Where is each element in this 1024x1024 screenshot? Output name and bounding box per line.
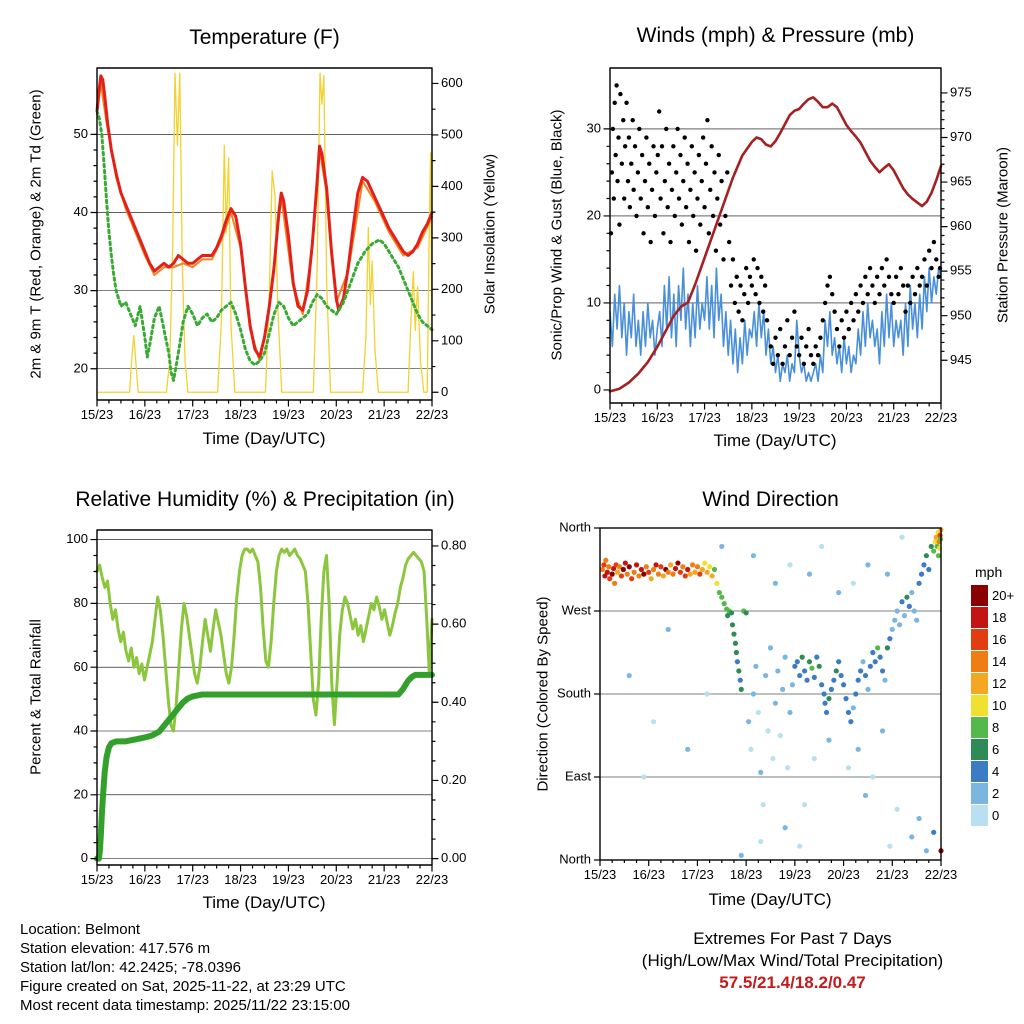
- extremes-heading: Extremes For Past 7 Days: [693, 929, 892, 948]
- temperature-xlabel: Time (Day/UTC): [202, 429, 326, 448]
- legend-label: 0: [992, 807, 1000, 823]
- humidity-xlabel: Time (Day/UTC): [202, 893, 326, 912]
- winddir-ylabel-left: Direction (Colored By Speed): [534, 596, 552, 792]
- extremes-subheading: (High/Low/Max Wind/Total Precipitation): [641, 951, 944, 970]
- legend-swatch-icon: [971, 782, 988, 804]
- legend-label: 14: [992, 653, 1007, 669]
- legend-swatch-icon: [971, 738, 988, 760]
- wind-speed-legend-entries: 20+ 18 16 14 12 10 8 6 4 2 0: [971, 584, 1014, 826]
- legend-swatch-icon: [971, 628, 988, 650]
- winds-pressure-chart-canvas: [512, 0, 1024, 470]
- legend-label: 8: [992, 719, 1000, 735]
- legend-swatch-icon: [971, 606, 988, 628]
- legend-label: 6: [992, 741, 1000, 757]
- legend-entry: 14: [971, 650, 1014, 672]
- humidity-ylabel-left: Percent & Total Rainfall: [27, 619, 45, 775]
- winds-xlabel: Time (Day/UTC): [713, 431, 837, 450]
- solar-ylabel-right: Solar Insolation (Yellow): [481, 153, 499, 315]
- temperature-chart-canvas: [0, 0, 512, 470]
- legend-label: 12: [992, 675, 1007, 691]
- winds-pressure-title: Winds (mph) & Pressure (mb): [636, 24, 915, 47]
- legend-entry: 16: [971, 628, 1014, 650]
- legend-entry: 20+: [971, 584, 1014, 606]
- legend-entry: 8: [971, 716, 1014, 738]
- legend-swatch-icon: [971, 584, 988, 606]
- legend-entry: 6: [971, 738, 1014, 760]
- legend-entry: 12: [971, 672, 1014, 694]
- extremes-block: Extremes For Past 7 Days (High/Low/Max W…: [620, 928, 965, 994]
- legend-entry: 10: [971, 694, 1014, 716]
- figure-created: Figure created on Sat, 2025-11-22, at 23…: [20, 978, 346, 995]
- legend-swatch-icon: [971, 672, 988, 694]
- temperature-ylabel-left: 2m & 9m T (Red, Orange) & 2m Td (Green): [27, 89, 45, 379]
- legend-label: 16: [992, 631, 1007, 647]
- legend-label: 18: [992, 609, 1007, 625]
- legend-swatch-icon: [971, 804, 988, 826]
- legend-label: 10: [992, 697, 1007, 713]
- wind-direction-title: Wind Direction: [702, 488, 839, 511]
- wind-speed-legend: mph 20+ 18 16 14 12 10 8 6 4 2 0: [971, 564, 1014, 826]
- station-elevation: Station elevation: 417.576 m: [20, 940, 211, 957]
- legend-entry: 0: [971, 804, 1014, 826]
- station-location: Location: Belmont: [20, 921, 141, 938]
- humidity-precip-chart-canvas: [0, 470, 512, 950]
- wind-direction-chart-canvas: [512, 470, 1024, 950]
- recent-timestamp: Most recent data timestamp: 2025/11/22 2…: [20, 997, 350, 1014]
- station-info: Location: Belmont Station elevation: 417…: [20, 920, 350, 1015]
- legend-label: 2: [992, 785, 1000, 801]
- legend-entry: 18: [971, 606, 1014, 628]
- legend-entry: 4: [971, 760, 1014, 782]
- temperature-title: Temperature (F): [189, 26, 340, 49]
- extremes-values: 57.5/21.4/18.2/0.47: [719, 973, 866, 992]
- legend-label: 20+: [992, 587, 1015, 603]
- pressure-ylabel-right: Station Pressure (Maroon): [994, 147, 1012, 323]
- legend-swatch-icon: [971, 694, 988, 716]
- winddir-xlabel: Time (Day/UTC): [708, 890, 832, 909]
- legend-title: mph: [975, 564, 1003, 580]
- legend-swatch-icon: [971, 716, 988, 738]
- station-latlon: Station lat/lon: 42.2425; -78.0396: [20, 959, 242, 976]
- legend-swatch-icon: [971, 760, 988, 782]
- legend-label: 4: [992, 763, 1000, 779]
- humidity-precip-title: Relative Humidity (%) & Precipitation (i…: [75, 488, 455, 511]
- legend-entry: 2: [971, 782, 1014, 804]
- wind-ylabel-left: Sonic/Prop Wind & Gust (Blue, Black): [548, 109, 566, 361]
- legend-swatch-icon: [971, 650, 988, 672]
